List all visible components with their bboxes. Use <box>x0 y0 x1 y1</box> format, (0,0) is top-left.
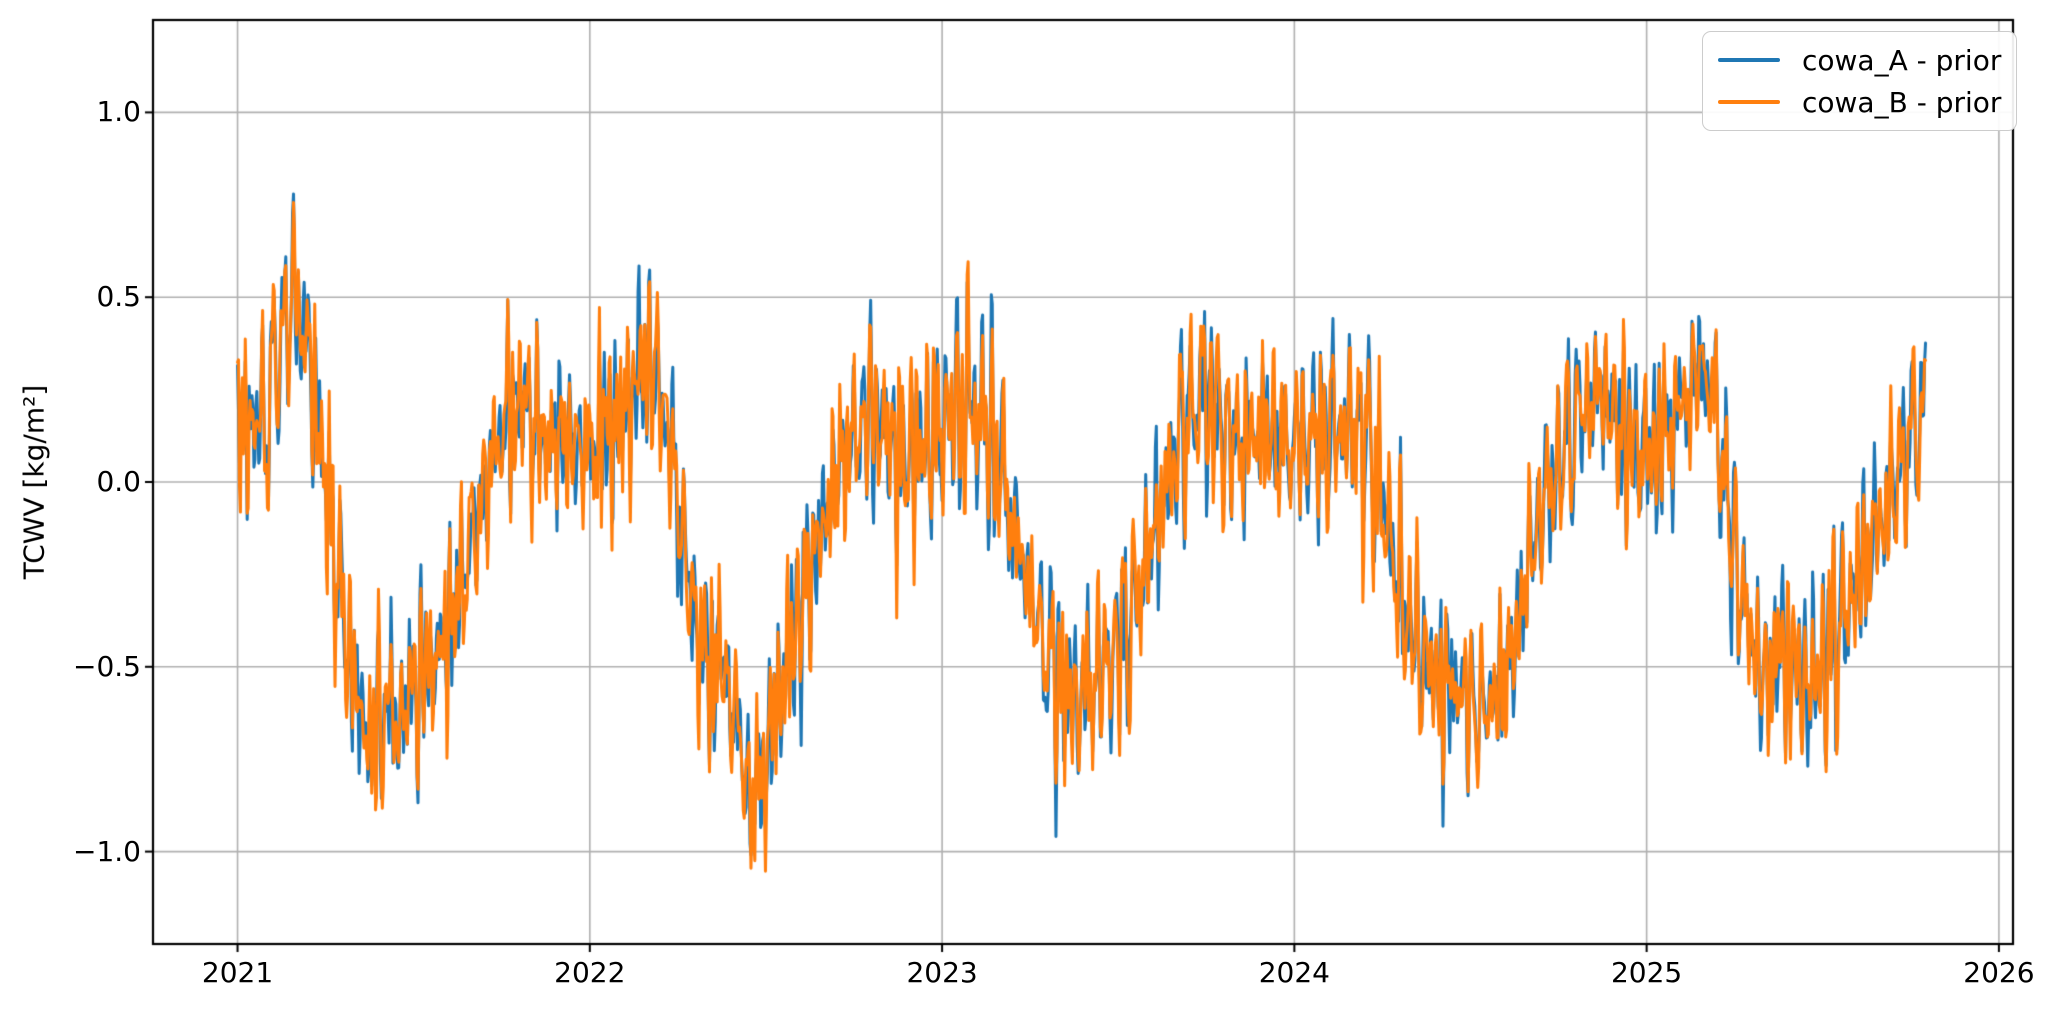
legend-line-sample-cowa-a <box>1718 58 1780 62</box>
y-tick-label-neg1.0: −1.0 <box>73 834 141 868</box>
x-tick-label-2025: 2025 <box>1610 956 1683 989</box>
y-tick-label-0.5: 0.5 <box>96 280 141 314</box>
x-tick-label-2021: 2021 <box>201 956 274 989</box>
y-tick-label-neg0.5: −0.5 <box>73 649 141 683</box>
y-tick-label-1.0: 1.0 <box>96 95 141 129</box>
legend: cowa_A - prior cowa_B - prior <box>1702 31 2018 131</box>
x-tick-label-2023: 2023 <box>906 956 978 989</box>
legend-label-cowa-a: cowa_A - prior <box>1802 43 2002 77</box>
x-tick-label-2026: 2026 <box>1963 956 2035 989</box>
legend-label-cowa-b: cowa_B - prior <box>1802 85 2002 119</box>
x-tick-label-2024: 2024 <box>1258 956 1330 989</box>
legend-line-sample-cowa-b <box>1718 100 1780 104</box>
legend-entry-cowa-a: cowa_A - prior <box>1718 42 2001 78</box>
y-tick-label-0.0: 0.0 <box>96 465 141 498</box>
x-tick-label-2022: 2022 <box>554 956 626 989</box>
legend-entry-cowa-b: cowa_B - prior <box>1718 84 2001 120</box>
